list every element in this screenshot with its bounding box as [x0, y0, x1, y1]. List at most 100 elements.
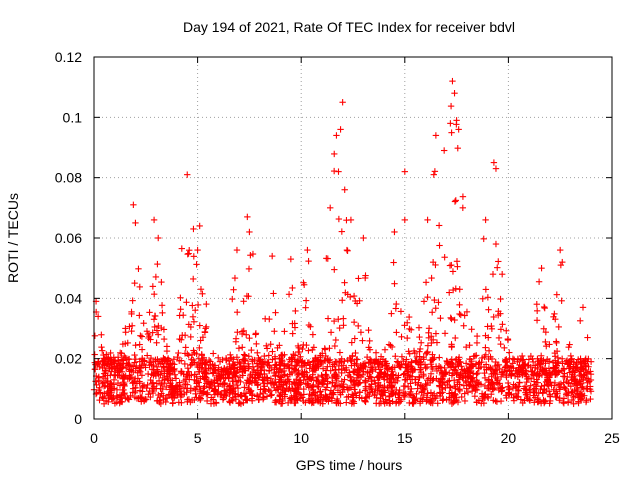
- data-point: [100, 395, 108, 402]
- data-point: [136, 341, 143, 348]
- data-point: [525, 396, 533, 403]
- data-point: [442, 369, 449, 376]
- data-point: [189, 359, 197, 367]
- data-point: [453, 117, 460, 124]
- data-point: [131, 351, 138, 359]
- data-point: [355, 275, 362, 282]
- data-point: [431, 168, 439, 175]
- data-point: [314, 356, 322, 363]
- data-point: [463, 385, 470, 392]
- data-point: [579, 304, 587, 311]
- data-point: [161, 368, 168, 375]
- data-point: [165, 391, 172, 398]
- data-point: [478, 400, 485, 407]
- chart-title: Day 194 of 2021, Rate Of TEC Index for r…: [183, 19, 515, 35]
- data-point: [199, 355, 206, 363]
- data-point: [408, 385, 415, 393]
- data-point: [182, 344, 189, 351]
- data-point: [520, 369, 527, 376]
- data-point: [416, 359, 423, 366]
- data-point: [362, 272, 369, 279]
- data-point: [276, 398, 283, 405]
- data-point: [201, 329, 209, 336]
- data-point: [533, 317, 541, 324]
- data-point: [557, 246, 564, 254]
- data-point: [514, 386, 522, 394]
- data-point: [485, 306, 492, 313]
- data-point: [187, 323, 195, 331]
- data-point: [130, 368, 137, 376]
- data-point: [397, 308, 405, 315]
- data-point: [417, 360, 425, 368]
- data-point: [94, 313, 102, 320]
- data-point: [423, 349, 431, 356]
- data-point: [178, 336, 185, 343]
- data-point: [159, 385, 166, 393]
- data-point: [327, 329, 335, 336]
- data-point: [461, 312, 468, 319]
- data-point: [110, 376, 118, 384]
- data-point: [149, 389, 157, 397]
- data-point: [155, 331, 162, 338]
- data-point: [330, 389, 337, 396]
- data-point: [573, 379, 581, 386]
- data-point: [237, 400, 245, 408]
- data-point: [152, 312, 159, 320]
- data-point: [230, 371, 237, 379]
- data-point: [452, 197, 460, 204]
- data-point: [226, 398, 233, 405]
- data-point: [163, 383, 170, 391]
- data-point: [156, 393, 164, 401]
- data-point: [247, 387, 255, 394]
- data-point: [527, 382, 534, 389]
- data-point: [203, 380, 210, 387]
- data-point: [323, 393, 330, 400]
- data-point: [533, 301, 540, 308]
- data-point: [147, 336, 154, 343]
- data-point: [555, 369, 562, 376]
- data-point: [555, 323, 562, 331]
- data-point: [142, 395, 149, 403]
- data-point: [210, 350, 217, 357]
- data-point: [163, 373, 170, 380]
- data-point: [413, 390, 420, 398]
- data-point: [230, 286, 237, 293]
- data-point: [170, 366, 177, 373]
- data-point: [305, 321, 313, 329]
- data-point: [406, 350, 413, 357]
- data-point: [284, 360, 292, 368]
- data-point: [442, 384, 449, 392]
- data-point: [263, 342, 270, 350]
- data-point: [401, 216, 408, 224]
- data-point: [369, 363, 376, 371]
- data-point: [351, 335, 358, 342]
- data-point: [237, 360, 244, 367]
- data-point: [452, 363, 459, 370]
- data-point: [116, 371, 123, 379]
- data-point: [488, 366, 495, 373]
- data-point: [246, 334, 253, 342]
- data-point: [433, 339, 441, 346]
- data-point: [587, 395, 594, 403]
- data-point: [160, 335, 168, 343]
- data-point: [186, 376, 193, 383]
- data-point: [483, 384, 491, 392]
- data-point: [377, 370, 385, 377]
- data-point: [211, 366, 218, 374]
- data-point: [349, 368, 357, 375]
- data-point: [454, 144, 461, 152]
- data-point: [375, 379, 382, 386]
- x-tick-label: 20: [501, 430, 517, 446]
- data-point: [420, 298, 428, 305]
- x-tick-label: 0: [90, 430, 98, 446]
- data-point: [309, 331, 317, 338]
- data-point: [328, 397, 336, 404]
- data-point: [144, 352, 151, 359]
- data-point: [153, 397, 161, 405]
- data-point: [498, 271, 506, 278]
- data-point: [436, 383, 443, 390]
- data-point: [196, 344, 203, 352]
- data-point: [185, 352, 192, 359]
- data-point: [569, 371, 576, 378]
- data-point: [424, 293, 431, 301]
